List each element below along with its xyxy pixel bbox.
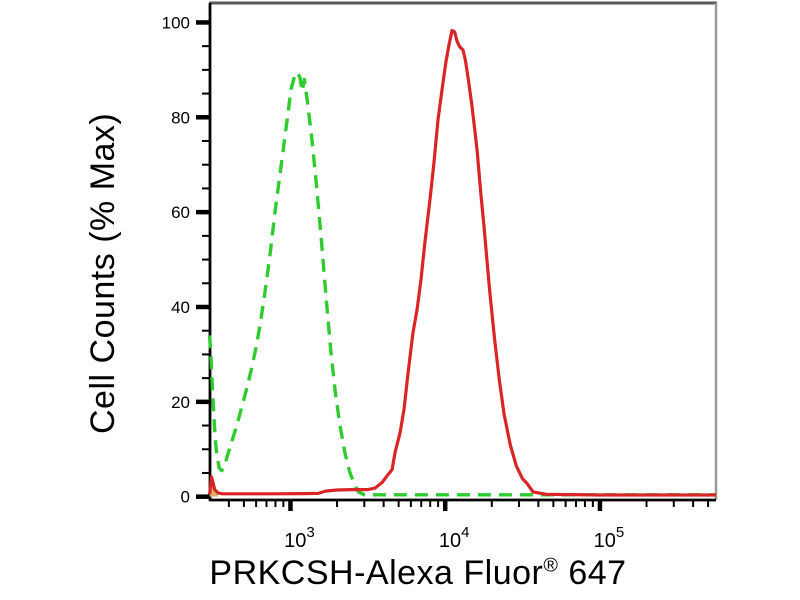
x-tick-label: 105 [594, 524, 625, 552]
y-tick-label: 20 [171, 393, 190, 412]
y-axis-title: Cell Counts (% Max) [84, 113, 123, 434]
y-tick-label: 0 [181, 488, 190, 507]
y-tick-label: 80 [171, 108, 190, 127]
registered-trademark-symbol: ® [543, 554, 559, 577]
x-axis-title-number: 647 [558, 554, 627, 592]
x-axis-title-text: PRKCSH-Alexa Fluor [209, 554, 544, 592]
x-tick-label: 104 [439, 524, 470, 552]
y-tick-label: 100 [162, 13, 190, 32]
y-tick-label: 60 [171, 203, 190, 222]
y-tick-label: 40 [171, 298, 190, 317]
x-tick-label: 103 [284, 524, 315, 552]
green-dashed-curve [207, 70, 716, 497]
y-axis-title-text: Cell Counts (% Max) [84, 112, 122, 434]
x-axis-title: PRKCSH-Alexa Fluor® 647 [209, 554, 626, 593]
red-solid-curve [208, 28, 716, 497]
